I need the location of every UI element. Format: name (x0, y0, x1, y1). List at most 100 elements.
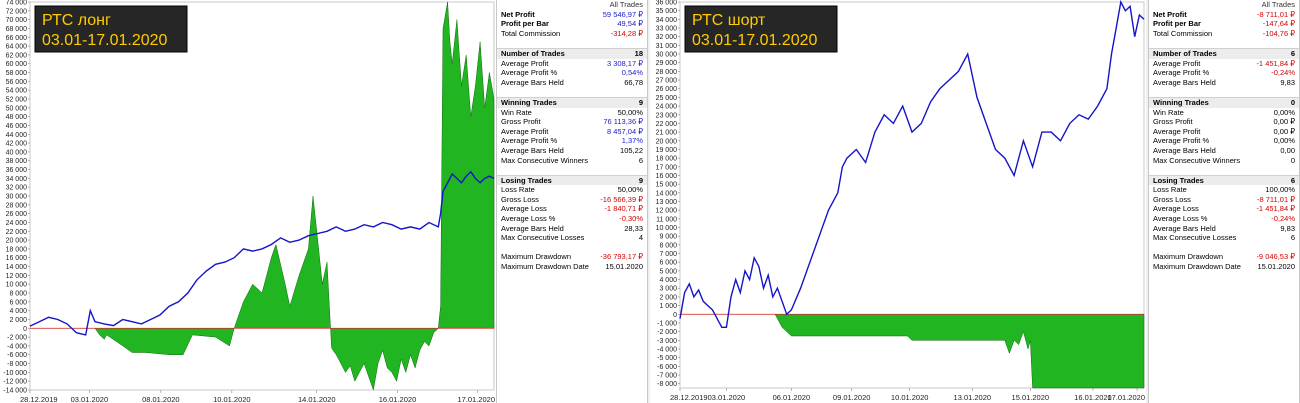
stats-key: Number of Trades (1149, 47, 1250, 59)
y-tick-label: 23 000 (656, 112, 678, 119)
y-tick-label: 24 000 (6, 220, 28, 227)
x-tick-label: 03.01.2020 (71, 395, 109, 403)
stats-key: Average Profit % (1153, 68, 1210, 78)
stats-value: 0,00% (1273, 136, 1295, 146)
x-tick-label: 03.01.2020 (708, 393, 746, 402)
stats-value: 50,00% (617, 107, 643, 117)
stats-row: Maximum Drawdown Date 15.01.2020 (1149, 262, 1299, 272)
y-tick-label: 6 000 (659, 260, 677, 267)
y-tick-label: 30 000 (656, 52, 678, 59)
stats-row: Maximum Drawdown Date 15.01.2020 (497, 262, 647, 272)
stats-value: 66,78 (624, 77, 643, 87)
y-tick-label: 31 000 (656, 43, 678, 50)
y-tick-label: 24 000 (656, 104, 678, 111)
stats-value: 0,00% (1273, 107, 1295, 117)
long-chart: -14 000 -12 000 -10 000 -8 000 -6 000 -4 000-… (0, 0, 496, 403)
stats-key: Average Profit % (1153, 136, 1210, 146)
stats-row: Win Rate 50,00% (497, 108, 647, 118)
y-tick-label: 32 000 (656, 34, 678, 41)
stats-value: 18 (595, 47, 647, 59)
y-tick-label: 72 000 (6, 8, 28, 15)
title-badge-bg (34, 5, 188, 53)
y-tick-label: 7 000 (659, 251, 677, 258)
stats-row: Average Profit % 1,37% (497, 136, 647, 146)
stats-key: Average Profit (501, 126, 549, 136)
x-axis: 28.12.2019 03.01.2020 06.01.2020 09.01.2020… (670, 388, 1145, 402)
stats-key: Gross Loss (501, 194, 539, 204)
stats-key: Average Loss (1153, 204, 1199, 214)
y-tick-label: 8 000 (9, 291, 27, 298)
y-tick-label: 12 000 (6, 273, 28, 280)
stats-row: Loss Rate 100,00% (1149, 185, 1299, 195)
y-tick-label: 11 000 (656, 216, 677, 223)
y-tick-label: 66 000 (6, 35, 28, 42)
stats-row: Net Profit -8 711,01 ₽ (1149, 10, 1299, 20)
stats-section-row: Winning Trades 9 (497, 96, 647, 108)
y-tick-label: 18 000 (6, 246, 28, 253)
stats-value: -104,76 ₽ (1262, 28, 1295, 38)
y-tick-label: -12 000 (3, 379, 27, 386)
stats-row: Average Bars Held 9,83 (1149, 224, 1299, 234)
stats-key: Gross Profit (501, 117, 541, 127)
stats-row: Average Bars Held 105,22 (497, 146, 647, 156)
stats-value: -314,28 ₽ (610, 28, 643, 38)
stats-key: Average Loss % (1153, 214, 1208, 224)
stats-table: All Trades Net Profit -8 711,01 ₽ Profit pe… (1149, 0, 1299, 272)
badge-line-1: РТС лонг (42, 12, 111, 29)
stats-value: 0,54% (621, 68, 643, 78)
y-tick-label: 25 000 (656, 95, 678, 102)
y-tick-label: 4 000 (9, 308, 27, 315)
stats-value: 0 (1290, 155, 1295, 165)
stats-key: Average Loss (501, 204, 547, 214)
stats-row: Average Bars Held 0,00 (1149, 146, 1299, 156)
stats-value: 28,33 (624, 223, 643, 233)
equity-line-series (679, 0, 1145, 328)
stats-row: Average Loss % -0,30% (497, 214, 647, 224)
y-tick-label: -10 000 (3, 370, 27, 377)
stats-key: Losing Trades (497, 174, 596, 186)
stats-value: 50,00% (617, 185, 643, 195)
x-tick-label: 09.01.2020 (833, 393, 871, 402)
stats-gap-row (1149, 165, 1299, 175)
y-axis: -8 000 -7 000-6 000 -5 000 -4 000-3 000 -2 0… (656, 0, 680, 388)
stats-row: Average Profit 0,00 ₽ (1149, 127, 1299, 137)
y-tick-label: -8 000 (657, 381, 677, 388)
y-tick-label: -7 000 (657, 372, 677, 379)
stats-key: Net Profit (501, 9, 535, 19)
equity-line-series (29, 170, 495, 336)
stats-key: Average Profit % (501, 68, 558, 78)
y-tick-label: -3 000 (657, 338, 677, 345)
stats-key: Average Loss % (501, 214, 556, 224)
y-tick-label: 15 000 (656, 182, 678, 189)
x-tick-label: 16.01.2020 (1074, 393, 1112, 402)
x-axis: 28.12.2019 03.01.2020 08.01.2020 10.01.2020… (20, 390, 495, 403)
stats-value: -36 793,17 ₽ (600, 252, 643, 262)
y-tick-label: 34 000 (656, 17, 678, 24)
stats-value: 9 (595, 96, 647, 108)
x-tick-label: 17.01.2020 (457, 395, 495, 403)
y-tick-label: 28 000 (6, 202, 28, 209)
stats-row: Average Loss -1 451,84 ₽ (1149, 204, 1299, 214)
stats-row: Average Profit 8 457,04 ₽ (497, 127, 647, 137)
y-tick-label: 18 000 (656, 156, 678, 163)
stats-gap-row (497, 38, 647, 48)
stats-row: Average Profit % 0,00% (1149, 136, 1299, 146)
stats-section-row: Losing Trades 9 (497, 174, 647, 186)
stats-key: Profit per Bar (501, 19, 549, 29)
stats-key: Average Bars Held (1153, 145, 1216, 155)
y-tick-label: 46 000 (6, 123, 28, 130)
y-tick-label: 48 000 (6, 114, 28, 121)
y-tick-label: 42 000 (6, 141, 28, 148)
y-tick-label: 13 000 (656, 199, 678, 206)
y-tick-label: 10 000 (6, 282, 28, 289)
y-tick-label: 29 000 (656, 60, 678, 67)
y-tick-label: 34 000 (6, 176, 28, 183)
x-tick-label: 06.01.2020 (773, 393, 811, 402)
stats-section-row: Winning Trades 0 (1149, 96, 1299, 108)
stats-row: Profit per Bar 49,54 ₽ (497, 19, 647, 29)
x-tick-label: 28.12.2019 (20, 395, 58, 403)
x-tick-label: 16.01.2020 (379, 395, 417, 403)
title-badge: РТС лонг 03.01-17.01.2020 (34, 5, 188, 53)
title-badge: РТС шорт 03.01-17.01.2020 (684, 5, 838, 53)
stats-value: 15.01.2020 (605, 262, 643, 272)
